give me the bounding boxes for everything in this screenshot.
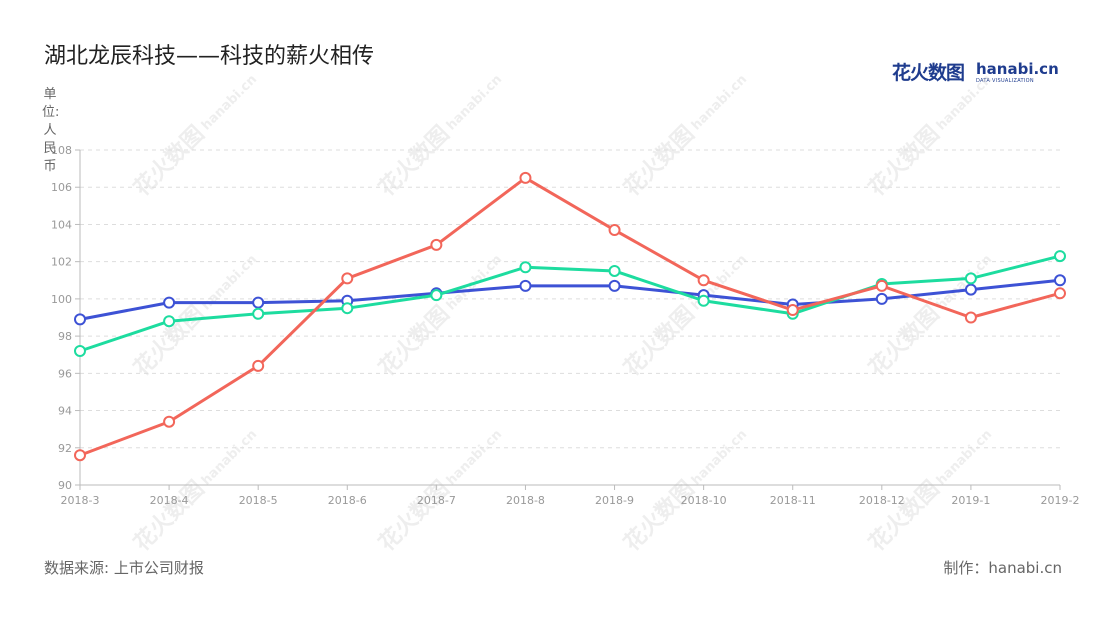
series-1-point (608, 279, 621, 292)
x-tick-label: 2019-1 (951, 494, 990, 507)
x-tick-label: 2018-4 (150, 494, 189, 507)
series-3-point (1054, 287, 1066, 300)
watermark-text-en: hanabi.cn (199, 72, 260, 133)
series-1-point (1054, 274, 1066, 287)
series-3-point (697, 274, 710, 287)
y-tick-label: 108 (51, 144, 72, 157)
x-tick-label: 2018-10 (681, 494, 727, 507)
watermark-text-cn: 花火数图 (374, 301, 455, 382)
x-tick-label: 2018-9 (595, 494, 634, 507)
watermark-text-cn: 花火数图 (374, 476, 455, 557)
series-2-line (79, 254, 1061, 353)
maker-credit: 制作：hanabi.cn (943, 559, 1062, 577)
watermark-text-cn: 花火数图 (129, 121, 210, 202)
x-tick-label: 2018-8 (506, 494, 545, 507)
x-tick-label: 2018-5 (239, 494, 278, 507)
watermark-text-cn: 花火数图 (864, 121, 945, 202)
y-tick-label: 96 (58, 367, 72, 380)
y-axis-unit-label: 单位:人民币 (42, 87, 60, 174)
series-3-point (252, 359, 265, 372)
x-tick-label: 2018-3 (61, 494, 100, 507)
series-1-point (964, 283, 977, 296)
series-3-point (519, 171, 532, 184)
y-tick-label: 106 (51, 181, 72, 194)
series-3-line (79, 176, 1061, 457)
watermark-text-cn: 花火数图 (129, 301, 210, 382)
series-2-point (1054, 250, 1066, 263)
x-tick-label: 2019-2 (1041, 494, 1080, 507)
series-1-line (79, 278, 1061, 321)
x-tick-label: 2018-7 (417, 494, 456, 507)
series-2-point (74, 345, 86, 357)
series-1-point (875, 292, 888, 305)
watermark-text-cn: 花火数图 (619, 121, 700, 202)
watermark-text-en: hanabi.cn (444, 72, 505, 133)
axes: 90 92 94 96 98 100 102 104 106 108 2018-3 2018-4 201… (51, 144, 1079, 507)
y-tick-label: 90 (58, 479, 72, 492)
y-tick-label: 92 (58, 442, 72, 455)
watermark-text-en: hanabi.cn (934, 427, 995, 488)
grid-lines (80, 149, 1060, 449)
series-2-point (430, 289, 443, 302)
y-tick-label: 100 (51, 293, 72, 306)
series-2-point (964, 272, 977, 285)
data-source-note: 数据来源: 上市公司财报 (44, 559, 204, 577)
series-1-point (74, 313, 86, 326)
series-2-point (163, 315, 176, 328)
logo-text-en: hanabi.cn (976, 60, 1059, 78)
series-3-point (964, 311, 977, 324)
watermark-text-cn: 花火数图 (374, 121, 455, 202)
series-2-point (341, 302, 354, 315)
watermark-text-en: hanabi.cn (934, 72, 995, 133)
series-3-point (163, 415, 176, 428)
y-tick-label: 94 (58, 405, 72, 418)
watermark-text-cn: 花火数图 (619, 476, 700, 557)
y-tick-label: 104 (51, 218, 72, 231)
hanabi-logo: 花火数图 hanabi.cn DATA VISUALIZATION (892, 58, 1059, 88)
logo-subtitle: DATA VISUALIZATION (976, 78, 1034, 84)
series-3-point (341, 272, 354, 285)
series-3-point (608, 224, 621, 237)
series-3-point (74, 449, 86, 462)
x-tick-label: 2018-11 (770, 494, 816, 507)
watermark-text-en: hanabi.cn (199, 427, 260, 488)
series-layer (74, 171, 1066, 462)
series-3-point (786, 304, 799, 317)
series-2-point (608, 264, 621, 277)
series-3-point (430, 238, 443, 251)
watermark-text-en: hanabi.cn (444, 427, 505, 488)
logo-text-cn: 花火数图 (892, 62, 965, 84)
series-2-point (697, 294, 710, 307)
watermark-text-en: hanabi.cn (689, 72, 750, 133)
series-1-point (163, 296, 176, 309)
watermark-text-cn: 花火数图 (864, 301, 945, 382)
series-3-point (875, 279, 888, 292)
watermark-text-cn: 花火数图 (864, 476, 945, 557)
chart-title: 湖北龙辰科技——科技的薪火相传 (44, 44, 375, 69)
series-2-point (519, 261, 532, 274)
x-tick-label: 2018-6 (328, 494, 367, 507)
watermark-text-en: hanabi.cn (689, 427, 750, 488)
x-tick-label: 2018-12 (859, 494, 905, 507)
series-1-point (519, 279, 532, 292)
series-2-point (252, 307, 265, 320)
watermark-text-cn: 花火数图 (619, 301, 700, 382)
y-tick-label: 98 (58, 330, 72, 343)
series-1-point (252, 296, 265, 309)
y-tick-label: 102 (51, 256, 72, 269)
